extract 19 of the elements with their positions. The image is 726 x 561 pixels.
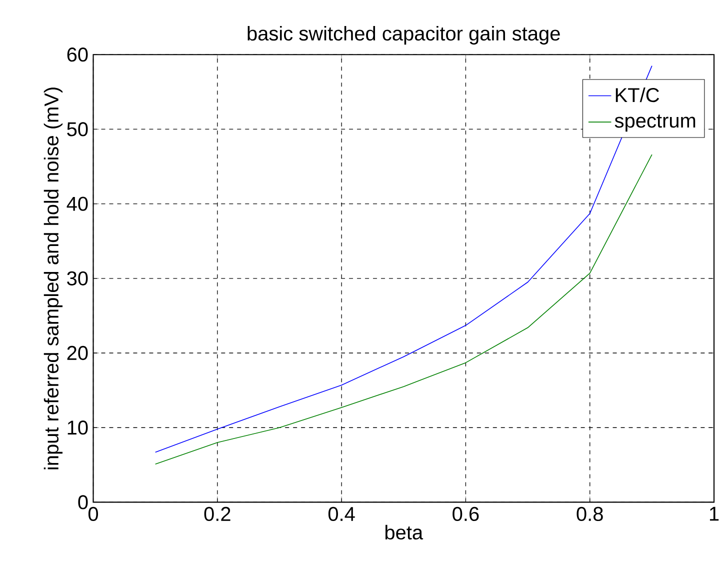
- y-tick-label: 60: [67, 48, 88, 62]
- x-tick-label: 1: [710, 507, 719, 521]
- x-tick-label: 0.8: [576, 506, 603, 522]
- x-tick-label: 0.4: [328, 506, 355, 522]
- x-tick-label: 0.2: [204, 506, 230, 522]
- line-series: [154, 154, 652, 465]
- x-tick-label: 0.6: [452, 506, 479, 522]
- legend-label: KT/C: [616, 88, 660, 102]
- y-axis-title: input referred sampled and hold noise (mV): [44, 88, 62, 470]
- legend-label: spectrum: [614, 114, 696, 132]
- y-tick-label: 40: [66, 196, 88, 211]
- y-tick-label: 30: [67, 271, 88, 286]
- x-tick-label: 0: [88, 506, 98, 522]
- y-tick-label: 20: [67, 346, 88, 360]
- y-tick-label: 50: [67, 122, 88, 136]
- chart-title: basic switched capacitor gain stage: [248, 26, 560, 45]
- y-tick-label: 10: [68, 420, 88, 435]
- x-axis-title: beta: [385, 524, 424, 540]
- y-tick-label: 0: [78, 495, 88, 510]
